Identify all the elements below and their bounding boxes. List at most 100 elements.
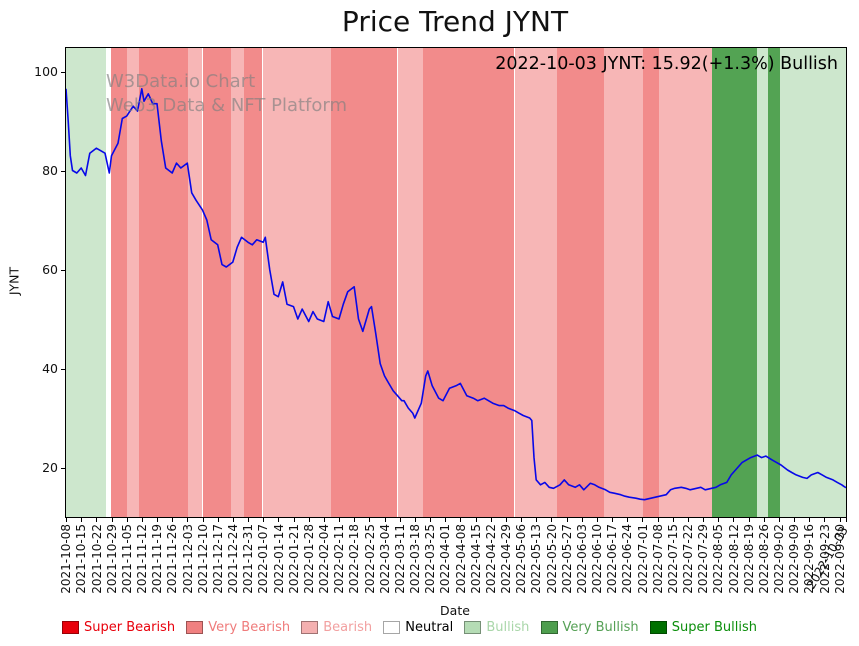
x-tick-mark [536,518,538,522]
legend-item-neutral: Neutral [383,620,453,635]
x-tick-label: 2022-09-09 [787,524,801,594]
x-tick-mark [96,518,98,522]
sentiment-band-very-bearish [557,48,605,517]
y-tick-mark [61,368,65,370]
x-tick-label: 2022-04-15 [468,524,483,594]
x-tick-label: 2022-06-10 [589,524,604,594]
x-tick-label: 2021-10-15 [74,524,89,594]
y-tick-label: 40 [42,360,58,376]
x-tick-mark [824,518,826,522]
sentiment-band-bearish [262,48,332,517]
x-tick-label: 2022-04-01 [438,524,453,594]
x-tick-label: 2022-01-14 [271,524,286,594]
sentiment-band-bearish [187,48,203,517]
x-tick-mark [627,518,629,522]
x-tick-label: 2022-05-20 [544,524,559,594]
x-tick-mark [399,518,401,522]
sentiment-band-bullish [757,48,768,517]
x-tick-label: 2022-09-02 [771,524,786,594]
x-tick-mark [596,518,598,522]
x-tick-label: 2022-01-28 [301,524,316,594]
x-tick-label: 2021-12-24 [225,524,240,594]
x-tick-mark [248,518,249,522]
x-tick-mark [172,518,174,522]
x-tick-label: 2022-05-27 [559,524,574,594]
sentiment-band-bearish [514,48,558,517]
x-tick-mark [384,518,386,522]
x-tick-mark [733,518,735,522]
y-tick-label: 60 [42,261,58,277]
x-tick-label: 2022-08-12 [726,524,741,594]
x-tick-mark [323,518,325,522]
sentiment-band-neutral [105,48,112,517]
x-tick-mark [278,518,280,522]
x-tick-label: 2022-04-29 [498,524,513,594]
x-tick-mark [126,518,128,522]
x-tick-mark [475,518,477,522]
x-tick-mark [763,518,765,522]
sentiment-legend: Super Bearish Very Bearish Bearish Neutral B… [62,620,757,635]
x-tick-mark [293,518,295,522]
x-tick-label: 2022-07-01 [635,524,650,594]
x-tick-mark [839,518,841,522]
sentiment-band-bearish [604,48,644,517]
x-tick-label: 2022-04-22 [483,524,498,594]
x-tick-mark [612,518,613,522]
x-axis-label: Date [440,603,470,618]
x-tick-label: 2022-01-21 [286,524,301,594]
legend-label: Super Bullish [671,620,757,635]
x-tick-mark [460,518,462,522]
x-tick-mark [566,518,568,522]
x-tick-label: 2022-08-19 [741,524,756,594]
legend-swatch-icon [464,621,482,634]
y-tick-mark [61,170,65,172]
x-tick-label: 2022-07-29 [696,524,710,594]
x-tick-label: 2021-12-10 [195,524,210,594]
x-tick-label: 2022-03-04 [377,524,392,594]
x-tick-label: 2022-02-04 [316,524,331,594]
x-tick-mark [846,518,847,522]
x-tick-label: 2021-11-05 [119,524,134,594]
x-tick-mark [581,518,583,522]
x-tick-mark [490,518,492,522]
sentiment-band-very-bearish [243,48,263,517]
sentiment-band-very-bearish [643,48,659,517]
x-tick-label: 2022-02-11 [332,524,346,594]
x-tick-mark [430,518,431,522]
x-tick-mark [445,518,447,522]
x-tick-label: 2021-11-26 [165,524,180,594]
y-axis-label: JYNT [6,266,22,296]
x-tick-mark [414,518,416,522]
legend-swatch-icon [383,621,401,634]
x-tick-mark [657,518,659,522]
x-tick-mark [718,518,720,522]
x-tick-mark [521,518,522,522]
sentiment-band-bullish [66,48,106,517]
x-tick-mark [141,518,143,522]
legend-swatch-icon [540,621,558,634]
legend-label: Very Bullish [562,620,639,635]
x-tick-label: 2022-07-22 [680,524,695,594]
y-tick-mark [61,269,65,271]
x-tick-mark [339,518,340,522]
legend-label: Bearish [323,620,373,635]
x-tick-label: 2021-10-29 [104,524,119,594]
x-tick-mark [157,518,158,522]
x-tick-label: 2021-11-19 [150,524,164,594]
legend-swatch-icon [186,621,204,634]
sentiment-band-very-bearish [111,48,127,517]
x-tick-label: 2021-11-12 [134,524,149,594]
y-tick-mark [61,467,65,469]
legend-item-bearish: Bearish [301,620,372,635]
x-tick-mark [369,518,371,522]
x-tick-label: 2021-10-08 [59,524,73,594]
x-tick-label: 2022-06-17 [605,524,619,594]
y-tick-label: 20 [42,459,58,475]
x-tick-label: 2022-06-03 [574,524,589,594]
x-tick-label: 2022-03-18 [407,524,422,594]
legend-item-very-bullish: Very Bullish [540,620,639,635]
sentiment-band-very-bearish [331,48,398,517]
sentiment-band-bearish [658,48,712,517]
x-tick-mark [642,518,644,522]
